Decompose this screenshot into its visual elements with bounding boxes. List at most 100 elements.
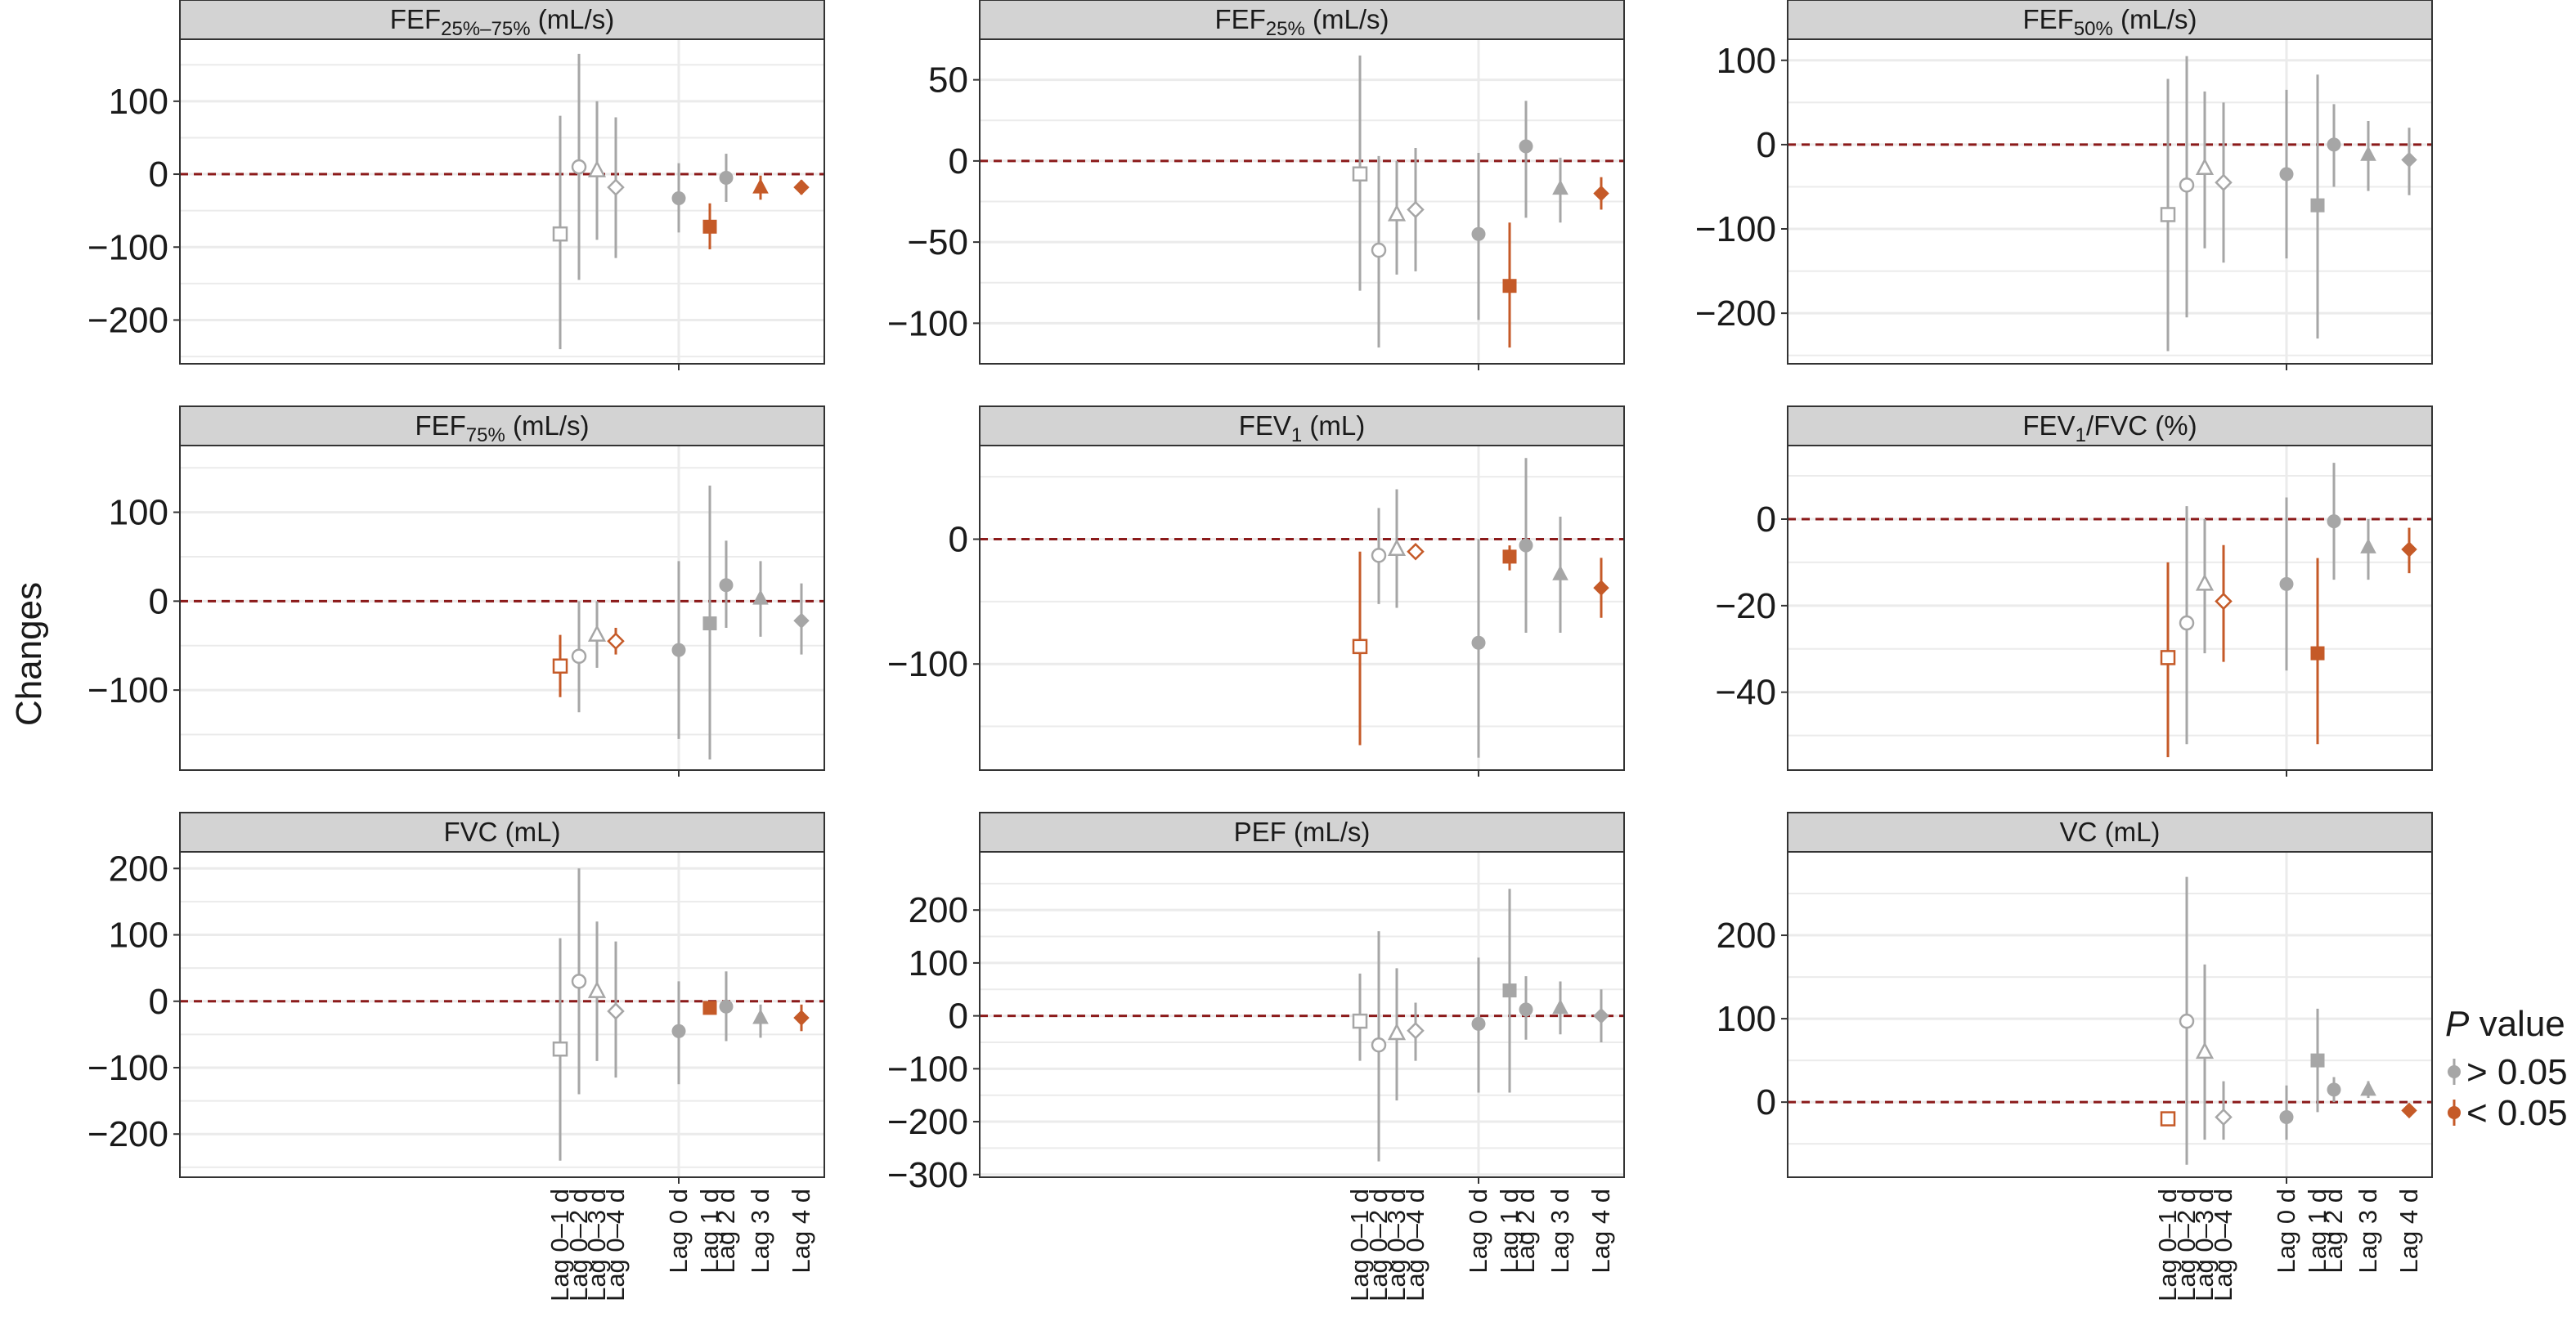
legend: P value > 0.05< 0.05 (2445, 1004, 2568, 1133)
x-category-label: Lag 1 d (1495, 1189, 1524, 1273)
y-tick-label: 0 (149, 581, 168, 621)
data-point (2160, 650, 2176, 665)
x-category-label: Lag 0–4 d (601, 1189, 630, 1301)
data-point (793, 612, 810, 629)
y-tick-label: 100 (109, 493, 168, 533)
data-point (2279, 576, 2294, 591)
x-category-label: Lag 2 d (711, 1189, 740, 1273)
panel-title: FVC (mL) (444, 817, 561, 847)
y-tick-label: −200 (887, 1102, 968, 1142)
x-category-label: Lag 0–1 d (1345, 1189, 1374, 1301)
legend-key-point (2448, 1106, 2461, 1119)
x-category-label: Lag 2 d (2319, 1189, 2348, 1273)
y-tick-label: 0 (949, 520, 968, 560)
data-point (671, 190, 686, 205)
panel-1: 100 0 −100 −200 FEF25%–75% (mL/s) (88, 0, 825, 370)
data-point (1502, 279, 1517, 293)
panel-title: PEF (mL/s) (1234, 817, 1371, 847)
plot-area (1788, 446, 2432, 770)
plot-area (180, 446, 824, 770)
data-point (2279, 167, 2294, 181)
data-point (552, 226, 568, 242)
y-tick-label: −100 (88, 670, 168, 710)
panel-title: FEF50% (mL/s) (2022, 4, 2197, 40)
x-category-label: Lag 0–3 d (1382, 1189, 1411, 1301)
y-tick-label: −100 (887, 303, 968, 343)
data-point (1371, 242, 1387, 258)
x-category-label: Lag 4 d (2394, 1189, 2423, 1273)
data-point (719, 578, 734, 593)
data-point (752, 589, 769, 605)
data-point (1407, 200, 1425, 219)
y-tick-label: −20 (1715, 586, 1776, 626)
y-axis-title: Changes (9, 582, 49, 726)
y-tick-label: 100 (909, 943, 968, 983)
x-category-label: Lag 0–1 d (2153, 1189, 2182, 1301)
data-point (2215, 592, 2233, 611)
data-point (719, 171, 734, 186)
panel-title: FEF75% (mL/s) (415, 410, 589, 446)
facet-strip (1787, 0, 2433, 40)
y-tick-label: 0 (149, 155, 168, 195)
plot-area (980, 852, 1624, 1177)
x-category-label: Lag 3 d (746, 1189, 774, 1273)
x-category-label: Lag 0 d (1464, 1189, 1492, 1273)
data-point (2160, 207, 2176, 222)
data-point (2160, 1111, 2176, 1127)
data-point (607, 632, 625, 651)
y-tick-label: 200 (109, 849, 168, 889)
data-point (552, 658, 568, 674)
data-point (1519, 139, 1533, 154)
panel-title: FEF25% (mL/s) (1214, 4, 1389, 40)
x-category-label: Lag 0 d (2272, 1189, 2300, 1273)
plot-area (1788, 39, 2432, 364)
y-tick-label: −100 (887, 644, 968, 684)
data-point (607, 178, 625, 196)
facet-strip (179, 405, 825, 446)
x-category-label: Lag 0–4 d (2209, 1189, 2237, 1301)
legend-key-point (2448, 1065, 2461, 1078)
panel-6: 0 −20 −40 FEV1/FVC (%) (1715, 405, 2433, 777)
x-category-label: Lag 0–3 d (2190, 1189, 2219, 1301)
data-point (2195, 1042, 2215, 1059)
data-point (2360, 1080, 2376, 1096)
x-category-label: Lag 0–3 d (582, 1189, 611, 1301)
data-point (2401, 541, 2417, 558)
data-point (671, 643, 686, 657)
y-tick-label: 0 (1757, 1082, 1776, 1122)
y-tick-label: −100 (88, 227, 168, 267)
panel-5: 0 −100 FEV1 (mL) (887, 405, 1625, 777)
panel-title: FEV1/FVC (%) (2022, 410, 2197, 446)
data-point (1352, 1013, 1368, 1029)
panel-3: 100 0 −100 −200 FEF50% (mL/s) (1695, 0, 2433, 370)
x-category-label: Lag 0–2 d (1364, 1189, 1393, 1301)
data-point (2401, 151, 2417, 168)
x-category-label: Lag 0–1 d (545, 1189, 574, 1301)
facet-strip (1787, 812, 2433, 853)
data-point (1502, 549, 1517, 564)
facet-strip (179, 812, 825, 853)
y-tick-label: −100 (88, 1048, 168, 1088)
data-point (587, 625, 607, 642)
data-point (702, 1001, 717, 1015)
y-tick-label: −200 (88, 1114, 168, 1154)
data-point (702, 616, 717, 631)
data-point (2360, 146, 2376, 161)
data-point (1387, 1023, 1407, 1041)
data-point (587, 980, 607, 998)
y-tick-label: −100 (1695, 209, 1776, 249)
data-point (671, 1024, 686, 1038)
data-point (571, 648, 587, 665)
data-point (1471, 226, 1486, 241)
y-tick-label: 100 (1717, 999, 1776, 1039)
y-tick-label: −300 (887, 1155, 968, 1195)
data-point (793, 179, 810, 195)
x-category-label: Lag 0–2 d (564, 1189, 593, 1301)
legend-title: P value (2445, 1004, 2565, 1044)
x-category-label: Lag 3 d (2354, 1189, 2382, 1273)
